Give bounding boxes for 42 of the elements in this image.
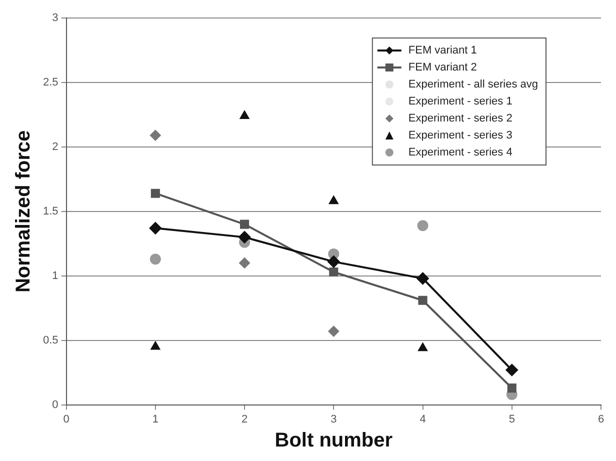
point <box>417 220 428 232</box>
point <box>239 257 250 268</box>
x-axis-title: Bolt number <box>274 430 393 452</box>
y-axis-title: Normalized force <box>12 130 35 293</box>
point <box>328 196 338 204</box>
y-tick-label: 0.5 <box>42 334 58 346</box>
y-tick-label: 0 <box>52 398 58 411</box>
x-tick-label: 5 <box>508 413 515 426</box>
legend-label: Experiment - series 2 <box>408 112 512 125</box>
point <box>507 384 516 393</box>
y-tick-label: 2.5 <box>42 76 58 88</box>
point <box>238 231 251 244</box>
x-tick-label: 2 <box>241 413 248 426</box>
point <box>150 341 160 350</box>
point <box>150 188 160 198</box>
x-tick-label: 0 <box>63 413 70 426</box>
point <box>416 272 429 284</box>
point <box>328 256 340 268</box>
legend-label: FEM variant 2 <box>408 62 477 74</box>
point <box>150 254 161 265</box>
y-tick-label: 2 <box>52 140 58 153</box>
y-tick-label: 1 <box>52 270 58 282</box>
point <box>150 130 161 141</box>
legend-label: Experiment - all series avg <box>408 78 538 91</box>
point <box>240 110 250 119</box>
legend-label: Experiment - series 3 <box>408 130 512 142</box>
point <box>149 222 162 234</box>
y-tick-label: 1.5 <box>42 205 58 218</box>
legend-label: FEM variant 1 <box>408 44 477 57</box>
x-tick-label: 1 <box>152 413 158 426</box>
point <box>329 267 338 277</box>
point <box>418 342 428 352</box>
point <box>240 220 250 229</box>
legend-label: Experiment - series 1 <box>408 96 512 108</box>
point <box>328 326 340 337</box>
point <box>506 364 518 376</box>
point <box>418 296 428 305</box>
x-tick-label: 6 <box>598 413 604 426</box>
x-tick-label: 3 <box>330 413 337 426</box>
legend-label: Experiment - series 4 <box>408 146 512 159</box>
y-tick-label: 3 <box>52 12 58 24</box>
x-tick-label: 4 <box>420 413 426 426</box>
